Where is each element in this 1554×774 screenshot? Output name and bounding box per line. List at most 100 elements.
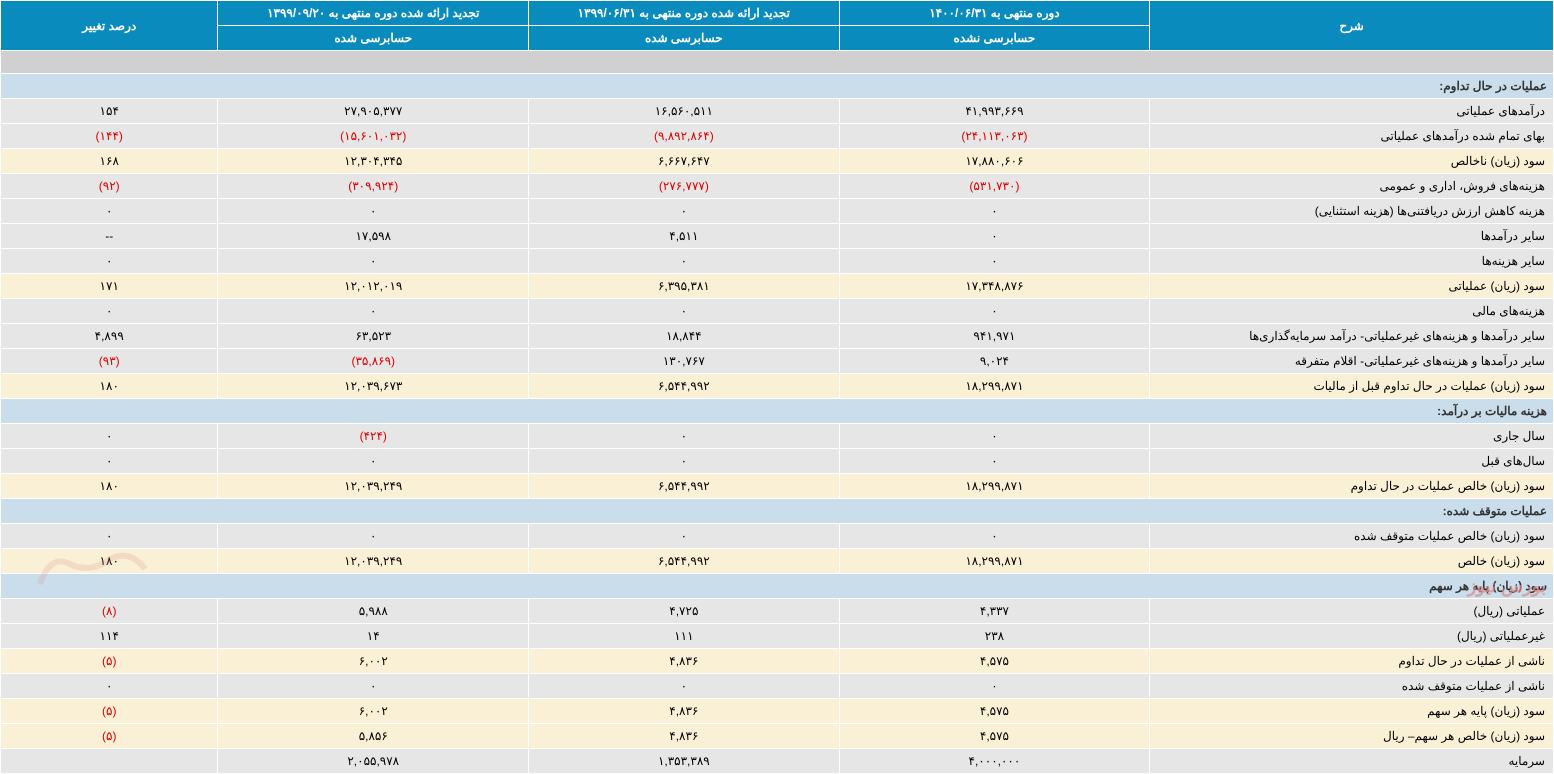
cell-pct: ۰ [1, 249, 218, 274]
cell-v2: ۱۶,۵۶۰,۵۱۱ [529, 99, 840, 124]
cell-v3: (۳۵,۸۶۹) [218, 349, 529, 374]
cell-pct: (۵) [1, 724, 218, 749]
row-desc: سود (زیان) خالص عملیات در حال تداوم [1150, 474, 1554, 499]
cell-v3: ۰ [218, 199, 529, 224]
table-row: سود (زیان) پایه هر سهم [1, 574, 1554, 599]
row-desc: سایر درآمدها [1150, 224, 1554, 249]
section-label: سود (زیان) پایه هر سهم [1, 574, 1554, 599]
cell-v2: ۰ [529, 674, 840, 699]
subheader-col2: حسابرسی شده [529, 26, 840, 51]
cell-v3: ۶,۰۰۲ [218, 699, 529, 724]
header-pct: درصد تغییر [1, 1, 218, 51]
cell-v3: ۱۴ [218, 624, 529, 649]
row-desc: ناشی از عملیات در حال تداوم [1150, 649, 1554, 674]
cell-v1: ۰ [839, 299, 1150, 324]
table-row: سرمایه۴,۰۰۰,۰۰۰۱,۳۵۳,۳۸۹۲,۰۵۵,۹۷۸ [1, 749, 1554, 774]
cell-pct: ۱۵۴ [1, 99, 218, 124]
row-desc: سرمایه [1150, 749, 1554, 774]
cell-pct: ۱۸۰ [1, 474, 218, 499]
cell-pct: -- [1, 224, 218, 249]
cell-v2: ۱۳۰,۷۶۷ [529, 349, 840, 374]
header-desc: شرح [1150, 1, 1554, 51]
cell-v2: ۶,۵۴۴,۹۹۲ [529, 374, 840, 399]
cell-v1: ۲۳۸ [839, 624, 1150, 649]
cell-v1: ۱۸,۲۹۹,۸۷۱ [839, 474, 1150, 499]
financial-table: شرح دوره منتهی به ۱۴۰۰/۰۶/۳۱ تجدید ارائه… [0, 0, 1554, 774]
table-header: شرح دوره منتهی به ۱۴۰۰/۰۶/۳۱ تجدید ارائه… [1, 1, 1554, 51]
cell-v2: ۰ [529, 449, 840, 474]
cell-v3: ۰ [218, 674, 529, 699]
table-row: هزینه مالیات بر درآمد: [1, 399, 1554, 424]
cell-v3: ۰ [218, 524, 529, 549]
row-desc: هزینه کاهش ارزش دریافتنی‌ها (هزینه استثن… [1150, 199, 1554, 224]
cell-v1: ۱۸,۲۹۹,۸۷۱ [839, 374, 1150, 399]
table-row: درآمدهای عملیاتی۴۱,۹۹۳,۶۶۹۱۶,۵۶۰,۵۱۱۲۷,۹… [1, 99, 1554, 124]
cell-v3: ۰ [218, 449, 529, 474]
table-row: هزینه‌های مالی۰۰۰۰ [1, 299, 1554, 324]
cell-v1: ۴,۵۷۵ [839, 724, 1150, 749]
cell-pct: ۰ [1, 524, 218, 549]
cell-v1: ۱۸,۲۹۹,۸۷۱ [839, 549, 1150, 574]
cell-pct: (۹۳) [1, 349, 218, 374]
cell-v3: ۶,۰۰۲ [218, 649, 529, 674]
cell-v3: ۲,۰۵۵,۹۷۸ [218, 749, 529, 774]
cell-v2: ۶,۵۴۴,۹۹۲ [529, 549, 840, 574]
cell-v1: ۹۴۱,۹۷۱ [839, 324, 1150, 349]
cell-v3: ۶۳,۵۲۳ [218, 324, 529, 349]
cell-v3: ۱۷,۵۹۸ [218, 224, 529, 249]
table-row: سایر درآمدها و هزینه‌های غیرعملیاتی- درآ… [1, 324, 1554, 349]
cell-v2: ۱۸,۸۴۴ [529, 324, 840, 349]
cell-pct: ۱۸۰ [1, 374, 218, 399]
table-row: سود (زیان) عملیات در حال تداوم قبل از ما… [1, 374, 1554, 399]
cell-v3: (۳۰۹,۹۲۴) [218, 174, 529, 199]
cell-v3: ۱۲,۰۳۹,۲۴۹ [218, 549, 529, 574]
table-row: عملیات متوقف شده: [1, 499, 1554, 524]
header-col2: تجدید ارائه شده دوره منتهی به ۱۳۹۹/۰۶/۳۱ [529, 1, 840, 26]
row-desc: هزینه‌های فروش، اداری و عمومی [1150, 174, 1554, 199]
row-desc: بهای تمام شده درآمدهای عملیاتی [1150, 124, 1554, 149]
cell-v2: ۰ [529, 299, 840, 324]
cell-v3: ۱۲,۰۳۹,۶۷۳ [218, 374, 529, 399]
table-row: عملیات در حال تداوم: [1, 74, 1554, 99]
row-desc: درآمدهای عملیاتی [1150, 99, 1554, 124]
cell-v2: ۴,۸۳۶ [529, 724, 840, 749]
cell-pct: (۵) [1, 699, 218, 724]
table-row: غیرعملیاتی (ریال)۲۳۸۱۱۱۱۴۱۱۴ [1, 624, 1554, 649]
cell-v1: ۴۱,۹۹۳,۶۶۹ [839, 99, 1150, 124]
cell-v2: ۰ [529, 249, 840, 274]
cell-v1: ۰ [839, 449, 1150, 474]
table-row: ناشی از عملیات متوقف شده۰۰۰۰ [1, 674, 1554, 699]
cell-v2: ۴,۵۱۱ [529, 224, 840, 249]
table-row: سود (زیان) پایه هر سهم۴,۵۷۵۴,۸۳۶۶,۰۰۲(۵) [1, 699, 1554, 724]
row-desc: ناشی از عملیات متوقف شده [1150, 674, 1554, 699]
cell-v3: ۰ [218, 249, 529, 274]
cell-v2: ۴,۸۳۶ [529, 649, 840, 674]
cell-v3: ۱۲,۰۳۹,۲۴۹ [218, 474, 529, 499]
cell-v2: ۶,۵۴۴,۹۹۲ [529, 474, 840, 499]
row-desc: سود (زیان) خالص عملیات متوقف شده [1150, 524, 1554, 549]
cell-pct: ۱۷۱ [1, 274, 218, 299]
row-desc: سایر درآمدها و هزینه‌های غیرعملیاتی- اقل… [1150, 349, 1554, 374]
table-row: سایر درآمدها۰۴,۵۱۱۱۷,۵۹۸-- [1, 224, 1554, 249]
row-desc: سال جاری [1150, 424, 1554, 449]
cell-v2: ۴,۸۳۶ [529, 699, 840, 724]
cell-v1: ۰ [839, 224, 1150, 249]
row-desc: سود (زیان) خالص [1150, 549, 1554, 574]
row-desc: هزینه‌های مالی [1150, 299, 1554, 324]
row-desc: سایر هزینه‌ها [1150, 249, 1554, 274]
row-desc: سال‌های قبل [1150, 449, 1554, 474]
cell-pct: ۰ [1, 424, 218, 449]
table-row: سود (زیان) عملیاتی۱۷,۳۴۸,۸۷۶۶,۳۹۵,۳۸۱۱۲,… [1, 274, 1554, 299]
cell-pct: ۰ [1, 299, 218, 324]
subheader-col3: حسابرسی شده [218, 26, 529, 51]
cell-v3: ۱۲,۳۰۴,۳۴۵ [218, 149, 529, 174]
table-row: سایر درآمدها و هزینه‌های غیرعملیاتی- اقل… [1, 349, 1554, 374]
cell-v1: ۴,۳۳۷ [839, 599, 1150, 624]
table-body: عملیات در حال تداوم:درآمدهای عملیاتی۴۱,۹… [1, 51, 1554, 774]
row-desc: سود (زیان) پایه هر سهم [1150, 699, 1554, 724]
cell-v2: ۴,۷۲۵ [529, 599, 840, 624]
cell-v3: ۵,۹۸۸ [218, 599, 529, 624]
cell-v3: (۴۲۴) [218, 424, 529, 449]
cell-v3: ۰ [218, 299, 529, 324]
row-desc: غیرعملیاتی (ریال) [1150, 624, 1554, 649]
